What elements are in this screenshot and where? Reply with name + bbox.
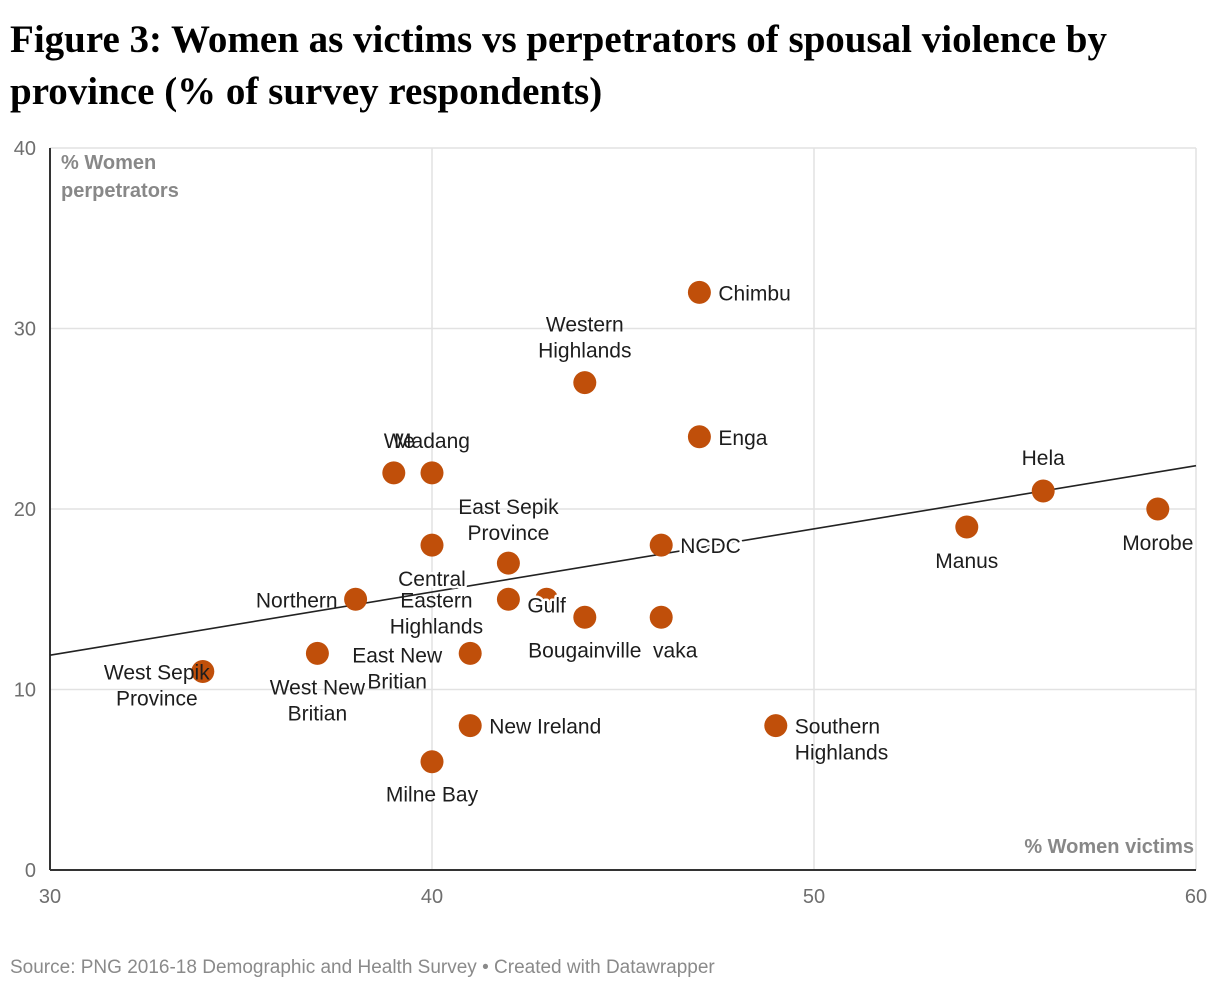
data-point bbox=[649, 605, 673, 629]
x-tick-label: 50 bbox=[803, 886, 825, 908]
data-point bbox=[955, 515, 979, 539]
scatter-chart: 0 10 20 30 40 30 40 50 60 % Women victims % Wome… bbox=[14, 138, 1207, 908]
point-label: Southern Highlands bbox=[795, 716, 888, 765]
data-point bbox=[420, 533, 444, 557]
data-point bbox=[535, 587, 559, 611]
data-point bbox=[1146, 497, 1170, 521]
point-label: NCDC bbox=[680, 535, 741, 558]
point-label: Bougainville bbox=[528, 639, 641, 662]
point-label: Morobe bbox=[1122, 532, 1193, 555]
x-tick-label: 60 bbox=[1185, 886, 1207, 908]
point-label: Milne Bay bbox=[386, 784, 479, 807]
y-tick-label: 40 bbox=[14, 138, 36, 160]
data-point bbox=[496, 551, 520, 575]
y-tick-label: 20 bbox=[14, 499, 36, 521]
point-label: Manus bbox=[935, 550, 998, 573]
point-label: We bbox=[384, 430, 415, 453]
tick-labels: 0 10 20 30 40 30 40 50 60 bbox=[14, 138, 1207, 908]
data-point bbox=[573, 371, 597, 395]
data-point bbox=[420, 750, 444, 774]
y-axis-title: % Women perpetrators bbox=[61, 152, 179, 202]
chart-title: Figure 3: Women as victims vs perpetrato… bbox=[10, 18, 1107, 113]
point-label: Central bbox=[398, 568, 466, 591]
point-label: Chimbu bbox=[718, 282, 790, 305]
data-points bbox=[191, 280, 1170, 774]
data-point bbox=[420, 461, 444, 485]
point-label: Northern bbox=[256, 589, 338, 612]
point-label: West Sepik Province bbox=[104, 661, 210, 710]
gridlines bbox=[49, 147, 1197, 871]
point-label: Hela bbox=[1022, 447, 1066, 470]
data-point bbox=[382, 461, 406, 485]
point-label: Eastern Highlands bbox=[390, 589, 483, 638]
data-point bbox=[458, 641, 482, 665]
x-tick-label: 30 bbox=[39, 886, 61, 908]
data-point bbox=[496, 587, 520, 611]
x-axis-title: % Women victims bbox=[1024, 836, 1194, 858]
point-label: West New Britian bbox=[270, 676, 366, 725]
data-point bbox=[573, 605, 597, 629]
data-point bbox=[458, 714, 482, 738]
point-label: Gulf bbox=[527, 594, 566, 617]
point-label: East New Britian bbox=[352, 644, 443, 693]
data-point bbox=[1031, 479, 1055, 503]
point-label: Enga bbox=[718, 427, 767, 450]
point-label: Western Highlands bbox=[538, 314, 631, 363]
y-tick-label: 10 bbox=[14, 680, 36, 702]
data-point bbox=[764, 714, 788, 738]
point-label: New Ireland bbox=[489, 716, 601, 739]
data-point bbox=[649, 533, 673, 557]
data-point bbox=[687, 280, 711, 304]
data-point bbox=[344, 587, 368, 611]
y-tick-label: 0 bbox=[25, 860, 36, 882]
point-label: East Sepik Province bbox=[458, 496, 559, 545]
x-tick-label: 40 bbox=[421, 886, 443, 908]
data-point bbox=[305, 641, 329, 665]
y-tick-label: 30 bbox=[14, 319, 36, 341]
data-point bbox=[191, 659, 215, 683]
point-label: Madang bbox=[394, 430, 470, 453]
point-label: vaka bbox=[653, 639, 698, 662]
trend-line bbox=[49, 464, 1197, 656]
data-point bbox=[687, 425, 711, 449]
source-footer: Source: PNG 2016-18 Demographic and Heal… bbox=[10, 957, 715, 978]
